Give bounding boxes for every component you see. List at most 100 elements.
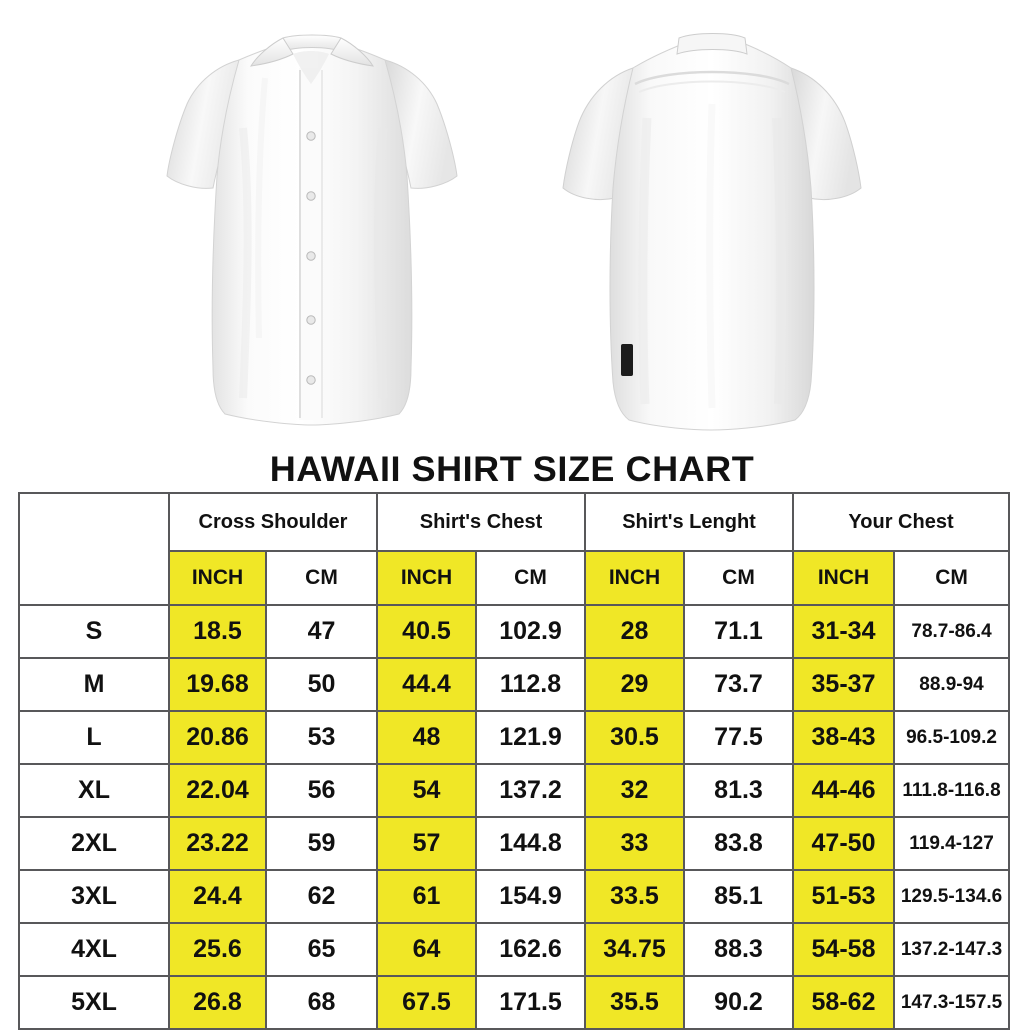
cross-shoulder-cm: 53 [264, 710, 379, 765]
shirts-lenght-cm: 88.3 [683, 922, 795, 977]
shirt-back-icon [562, 33, 862, 431]
table-row: 4XL 25.6 65 64 162.6 34.75 88.3 54-58 13… [18, 922, 1011, 977]
table-row: XL 22.04 56 54 137.2 32 81.3 44-46 111.8… [18, 763, 1011, 818]
shirts-chest-in: 57 [376, 816, 478, 871]
cross-shoulder-in: 19.68 [168, 657, 267, 712]
size-chart-table: Cross Shoulder Shirt's Chest Shirt's Len… [18, 492, 1011, 1030]
cross-shoulder-cm: 68 [264, 975, 379, 1030]
shirts-chest-in: 61 [376, 869, 478, 924]
shirts-chest-cm: 171.5 [475, 975, 587, 1030]
cross-shoulder-in: 25.6 [168, 922, 267, 977]
table-row: S 18.5 47 40.5 102.9 28 71.1 31-34 78.7-… [18, 604, 1011, 659]
cross-shoulder-cm: 50 [264, 657, 379, 712]
table-row: 3XL 24.4 62 61 154.9 33.5 85.1 51-53 129… [18, 869, 1011, 924]
shirts-lenght-cm: 73.7 [683, 657, 795, 712]
shirts-lenght-in: 35.5 [584, 975, 686, 1030]
shirts-lenght-in: 34.75 [584, 922, 686, 977]
shirt-front-icon [166, 34, 458, 426]
cross-shoulder-in: 23.22 [168, 816, 267, 871]
corner-cell [18, 492, 170, 606]
your-chest-in: 54-58 [792, 922, 896, 977]
shirts-lenght-in: 33.5 [584, 869, 686, 924]
shirts-chest-cm: 137.2 [475, 763, 587, 818]
size-label: M [18, 657, 170, 712]
size-label: 3XL [18, 869, 170, 924]
your-chest-in: 47-50 [792, 816, 896, 871]
your-chest-in: 31-34 [792, 604, 896, 659]
shirts-chest-in: 64 [376, 922, 478, 977]
shirts-lenght-in: 28 [584, 604, 686, 659]
cross-shoulder-cm: 59 [264, 816, 379, 871]
group-header-cross-shoulder: Cross Shoulder [167, 492, 379, 552]
your-chest-cm: 111.8-116.8 [893, 763, 1011, 818]
unit-header-inch-shirts-chest: INCH [376, 550, 478, 606]
unit-header-inch-shirts-lenght: INCH [584, 550, 686, 606]
shirts-chest-in: 54 [376, 763, 478, 818]
your-chest-in: 38-43 [792, 710, 896, 765]
your-chest-cm: 78.7-86.4 [893, 604, 1011, 659]
shirts-chest-in: 44.4 [376, 657, 478, 712]
size-label: 2XL [18, 816, 170, 871]
your-chest-in: 35-37 [792, 657, 896, 712]
unit-header-cm-shirts-chest: CM [475, 550, 587, 606]
unit-header-inch-cross-shoulder: INCH [168, 550, 267, 606]
table-row: 5XL 26.8 68 67.5 171.5 35.5 90.2 58-62 1… [18, 975, 1011, 1030]
your-chest-cm: 88.9-94 [893, 657, 1011, 712]
shirts-lenght-cm: 85.1 [683, 869, 795, 924]
shirts-chest-in: 40.5 [376, 604, 478, 659]
group-header-shirts-lenght: Shirt's Lenght [584, 492, 795, 552]
shirts-chest-cm: 121.9 [475, 710, 587, 765]
shirt-front-image [147, 8, 477, 438]
shirts-chest-cm: 154.9 [475, 869, 587, 924]
size-label: 4XL [18, 922, 170, 977]
cross-shoulder-cm: 47 [264, 604, 379, 659]
shirts-chest-cm: 162.6 [475, 922, 587, 977]
your-chest-cm: 119.4-127 [893, 816, 1011, 871]
size-chart-table-wrapper: Cross Shoulder Shirt's Chest Shirt's Len… [18, 492, 1011, 1030]
brand-tag [621, 344, 633, 376]
your-chest-cm: 129.5-134.6 [893, 869, 1011, 924]
table-row: M 19.68 50 44.4 112.8 29 73.7 35-37 88.9… [18, 657, 1011, 712]
product-images [0, 0, 1024, 448]
shirts-lenght-cm: 81.3 [683, 763, 795, 818]
table-header: Cross Shoulder Shirt's Chest Shirt's Len… [18, 492, 1011, 606]
table-row: 2XL 23.22 59 57 144.8 33 83.8 47-50 119.… [18, 816, 1011, 871]
cross-shoulder-in: 22.04 [168, 763, 267, 818]
unit-header-cm-shirts-lenght: CM [683, 550, 795, 606]
size-label: XL [18, 763, 170, 818]
shirts-lenght-cm: 71.1 [683, 604, 795, 659]
shirts-lenght-in: 32 [584, 763, 686, 818]
your-chest-in: 58-62 [792, 975, 896, 1030]
unit-header-inch-your-chest: INCH [792, 550, 896, 606]
size-label: L [18, 710, 170, 765]
unit-header-cm-your-chest: CM [893, 550, 1011, 606]
shirts-chest-cm: 144.8 [475, 816, 587, 871]
cross-shoulder-in: 20.86 [168, 710, 267, 765]
cross-shoulder-cm: 65 [264, 922, 379, 977]
your-chest-in: 44-46 [792, 763, 896, 818]
shirts-chest-cm: 112.8 [475, 657, 587, 712]
shirt-back-image [547, 8, 877, 438]
your-chest-in: 51-53 [792, 869, 896, 924]
cross-shoulder-cm: 56 [264, 763, 379, 818]
group-header-shirts-chest: Shirt's Chest [376, 492, 587, 552]
your-chest-cm: 96.5-109.2 [893, 710, 1011, 765]
size-label: S [18, 604, 170, 659]
table-row: L 20.86 53 48 121.9 30.5 77.5 38-43 96.5… [18, 710, 1011, 765]
table-body: S 18.5 47 40.5 102.9 28 71.1 31-34 78.7-… [18, 604, 1011, 1030]
unit-header-cm-cross-shoulder: CM [264, 550, 379, 606]
shirts-lenght-in: 30.5 [584, 710, 686, 765]
shirts-lenght-cm: 83.8 [683, 816, 795, 871]
unit-header-row: INCH CM INCH CM INCH CM INCH CM [19, 550, 1011, 606]
shirts-chest-in: 48 [376, 710, 478, 765]
shirts-lenght-in: 29 [584, 657, 686, 712]
shirts-chest-cm: 102.9 [475, 604, 587, 659]
shirts-lenght-in: 33 [584, 816, 686, 871]
size-label: 5XL [18, 975, 170, 1030]
shirts-chest-in: 67.5 [376, 975, 478, 1030]
your-chest-cm: 147.3-157.5 [893, 975, 1011, 1030]
cross-shoulder-in: 24.4 [168, 869, 267, 924]
cross-shoulder-in: 26.8 [168, 975, 267, 1030]
cross-shoulder-cm: 62 [264, 869, 379, 924]
